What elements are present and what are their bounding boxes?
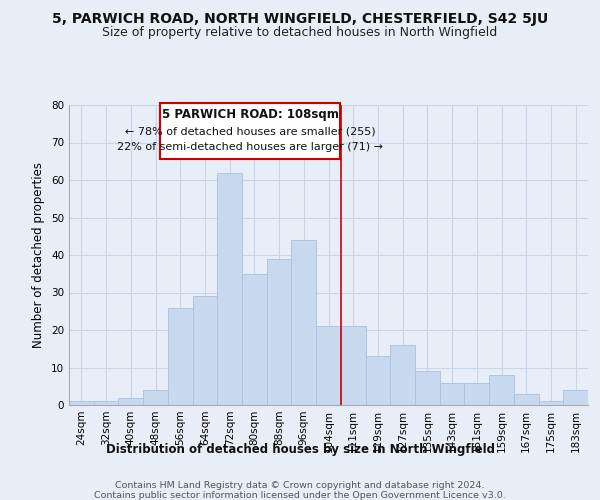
Bar (563, 390, 588, 405)
Bar (168, 308, 193, 405)
Bar (69, 401, 94, 405)
Bar (489, 375, 514, 405)
Bar (193, 296, 217, 405)
Y-axis label: Number of detached properties: Number of detached properties (32, 162, 46, 348)
Text: Contains public sector information licensed under the Open Government Licence v3: Contains public sector information licen… (94, 491, 506, 500)
Bar (514, 394, 539, 405)
Bar (464, 382, 489, 405)
Bar (390, 345, 415, 405)
FancyBboxPatch shape (160, 103, 340, 160)
Bar (118, 398, 143, 405)
Bar (415, 371, 440, 405)
Bar (242, 274, 267, 405)
Text: 5 PARWICH ROAD: 108sqm: 5 PARWICH ROAD: 108sqm (161, 108, 338, 121)
Text: Contains HM Land Registry data © Crown copyright and database right 2024.: Contains HM Land Registry data © Crown c… (115, 481, 485, 490)
Bar (440, 382, 464, 405)
Bar (341, 326, 365, 405)
Bar (365, 356, 390, 405)
Bar (539, 401, 563, 405)
Text: Size of property relative to detached houses in North Wingfield: Size of property relative to detached ho… (103, 26, 497, 39)
Text: ← 78% of detached houses are smaller (255): ← 78% of detached houses are smaller (25… (125, 126, 376, 136)
Bar (94, 401, 118, 405)
Bar (316, 326, 341, 405)
Bar (267, 259, 292, 405)
Text: 5, PARWICH ROAD, NORTH WINGFIELD, CHESTERFIELD, S42 5JU: 5, PARWICH ROAD, NORTH WINGFIELD, CHESTE… (52, 12, 548, 26)
Bar (217, 172, 242, 405)
Text: 22% of semi-detached houses are larger (71) →: 22% of semi-detached houses are larger (… (117, 142, 383, 152)
Text: Distribution of detached houses by size in North Wingfield: Distribution of detached houses by size … (106, 442, 494, 456)
Bar (292, 240, 316, 405)
Bar (143, 390, 168, 405)
